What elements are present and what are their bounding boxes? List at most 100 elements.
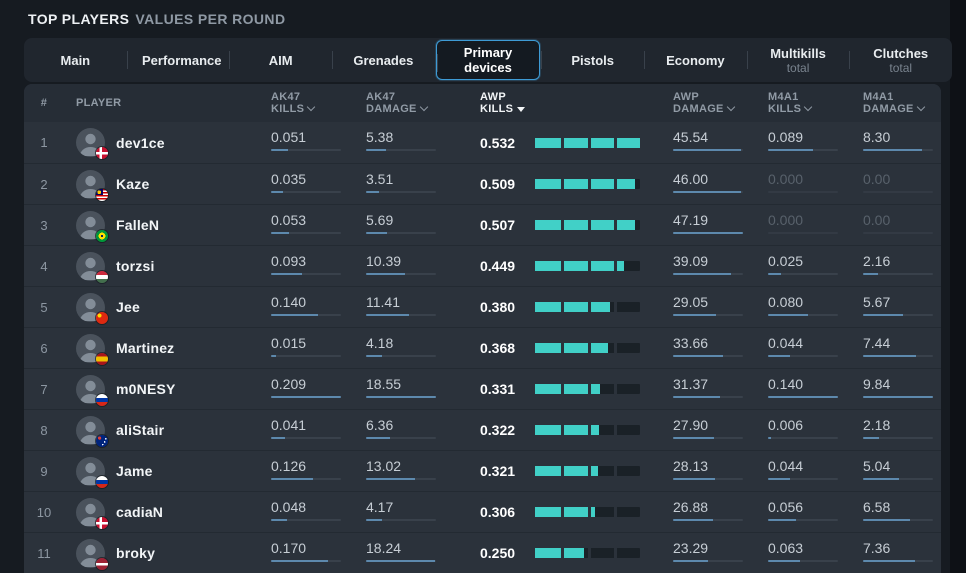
tab-clutches[interactable]: Clutches total	[849, 38, 952, 82]
column-header-m4a1_damage[interactable]: M4A1 DAMAGE	[844, 91, 941, 115]
stat-cell-ak47_kills: 0.053	[269, 205, 364, 245]
stat-cell-ak47_damage: 10.39	[364, 246, 474, 286]
player-cell[interactable]: Jee	[64, 287, 269, 327]
stat-value: 2.18	[863, 417, 891, 433]
stat-value: 4.17	[366, 499, 394, 515]
table-row[interactable]: 1 dev1ce 0.051 5.38 0.532 45.54 0.089 8.30	[24, 122, 941, 163]
stat-cell-ak47_damage: 11.41	[364, 287, 474, 327]
stat-mini-bar	[768, 191, 838, 193]
stat-value: 0.089	[768, 129, 804, 145]
stat-mini-bar	[768, 437, 838, 439]
stat-cell-m4a1_damage: 5.04	[844, 451, 941, 491]
country-flag-icon	[96, 475, 108, 488]
stat-mini-bar	[863, 437, 933, 439]
stat-mini-bar	[863, 355, 933, 357]
player-name[interactable]: dev1ce	[116, 134, 165, 151]
stat-cell-ak47_damage: 4.18	[364, 328, 474, 368]
stat-mini-bar	[863, 191, 933, 193]
tab-primary-devices[interactable]: Primary devices	[435, 40, 541, 80]
tab-grenades[interactable]: Grenades	[332, 38, 435, 82]
player-name[interactable]: torzsi	[116, 258, 155, 274]
tab-performance[interactable]: Performance	[126, 38, 230, 82]
table-row[interactable]: 10 cadiaN 0.048 4.17 0.306 26.88 0.056 6.58	[24, 491, 941, 532]
stat-cell-ak47_kills: 0.126	[269, 451, 364, 491]
player-name[interactable]: Jee	[116, 299, 140, 315]
player-cell[interactable]: Martinez	[64, 328, 269, 368]
player-name[interactable]: aliStair	[116, 422, 165, 438]
table-row[interactable]: 3 FalleN 0.053 5.69 0.507 47.19 0.000 0.00	[24, 204, 941, 245]
stat-value: 5.69	[366, 212, 394, 228]
table-row[interactable]: 4 torzsi 0.093 10.39 0.449 39.09 0.025 2.16	[24, 245, 941, 286]
stat-cell-ak47_damage: 5.38	[364, 122, 474, 163]
tab-label: Economy	[666, 52, 725, 68]
stat-mini-bar	[366, 478, 436, 480]
stat-cell-awp_damage: 33.66	[654, 328, 749, 368]
table-row[interactable]: 8 aliStair 0.041 6.36 0.322 27.90 0.006 2.18	[24, 409, 941, 450]
country-flag-icon	[96, 352, 108, 365]
player-cell[interactable]: broky	[64, 533, 269, 573]
avatar	[76, 497, 108, 529]
table-row[interactable]: 11 broky 0.170 18.24 0.250 23.29 0.063 7.36	[24, 532, 941, 573]
player-name[interactable]: Kaze	[116, 176, 150, 192]
column-header-awp_damage[interactable]: AWP DAMAGE	[654, 91, 749, 115]
tab-multikills[interactable]: Multikills total	[746, 38, 850, 82]
rank-cell: 1	[40, 135, 48, 150]
stat-value: 2.16	[863, 253, 891, 269]
stat-value: 9.84	[863, 376, 891, 392]
stat-value: 5.38	[366, 129, 394, 145]
awp-kills-bar	[535, 465, 640, 477]
tab-main[interactable]: Main	[24, 38, 127, 82]
stat-value: 0.025	[768, 253, 804, 269]
player-cell[interactable]: dev1ce	[64, 122, 269, 163]
tab-pistols[interactable]: Pistols	[541, 38, 644, 82]
stat-mini-bar	[366, 437, 436, 439]
stat-cell-ak47_damage: 6.36	[364, 410, 474, 450]
tab-aim[interactable]: AIM	[229, 38, 332, 82]
stat-mini-bar	[673, 191, 743, 193]
player-name[interactable]: Jame	[116, 463, 153, 479]
player-silhouette-icon	[80, 175, 101, 198]
player-cell[interactable]: cadiaN	[64, 492, 269, 532]
stat-mini-bar	[271, 478, 341, 480]
column-header-ak47_kills[interactable]: AK47 KILLS	[269, 91, 364, 115]
player-cell[interactable]: torzsi	[64, 246, 269, 286]
stat-mini-bar	[271, 519, 341, 521]
table-row[interactable]: 5 Jee 0.140 11.41 0.380 29.05 0.080 5.67	[24, 286, 941, 327]
stat-cell-awp_damage: 26.88	[654, 492, 749, 532]
country-flag-icon	[96, 270, 108, 283]
stat-value: 0.080	[768, 294, 804, 310]
awp-kills-value: 0.250	[480, 545, 516, 561]
stat-mini-bar	[366, 273, 436, 275]
column-header-ak47_damage[interactable]: AK47 DAMAGE	[364, 91, 474, 115]
table-row[interactable]: 2 Kaze 0.035 3.51 0.509 46.00 0.000 0.00	[24, 163, 941, 204]
page-title-sub: VALUES PER ROUND	[135, 11, 286, 27]
avatar	[76, 456, 108, 488]
player-name[interactable]: Martinez	[116, 340, 175, 356]
player-cell[interactable]: FalleN	[64, 205, 269, 245]
stat-cell-m4a1_kills: 0.000	[749, 205, 844, 245]
stat-value: 39.09	[673, 253, 709, 269]
column-header-awp_kills[interactable]: AWP KILLS	[474, 91, 654, 115]
stat-value: 10.39	[366, 253, 402, 269]
player-silhouette-icon	[80, 421, 101, 444]
player-name[interactable]: FalleN	[116, 217, 160, 233]
table-row[interactable]: 6 Martinez 0.015 4.18 0.368 33.66 0.044 7.44	[24, 327, 941, 368]
player-name[interactable]: m0NESY	[116, 381, 176, 397]
player-silhouette-icon	[80, 380, 101, 403]
stat-mini-bar	[366, 560, 436, 562]
player-cell[interactable]: m0NESY	[64, 369, 269, 409]
column-header-m4a1_kills[interactable]: M4A1 KILLS	[749, 91, 844, 115]
awp-kills-value: 0.449	[480, 258, 516, 274]
table-row[interactable]: 9 Jame 0.126 13.02 0.321 28.13 0.044 5.04	[24, 450, 941, 491]
player-name[interactable]: cadiaN	[116, 504, 164, 520]
tab-economy[interactable]: Economy	[644, 38, 747, 82]
stat-cell-ak47_damage: 18.24	[364, 533, 474, 573]
stat-mini-bar	[673, 149, 743, 151]
player-cell[interactable]: Jame	[64, 451, 269, 491]
player-cell[interactable]: Kaze	[64, 164, 269, 204]
stat-cell-m4a1_damage: 8.30	[844, 122, 941, 163]
player-name[interactable]: broky	[116, 545, 156, 561]
stat-value: 0.035	[271, 171, 307, 187]
table-row[interactable]: 7 m0NESY 0.209 18.55 0.331 31.37 0.140 9.84	[24, 368, 941, 409]
player-cell[interactable]: aliStair	[64, 410, 269, 450]
